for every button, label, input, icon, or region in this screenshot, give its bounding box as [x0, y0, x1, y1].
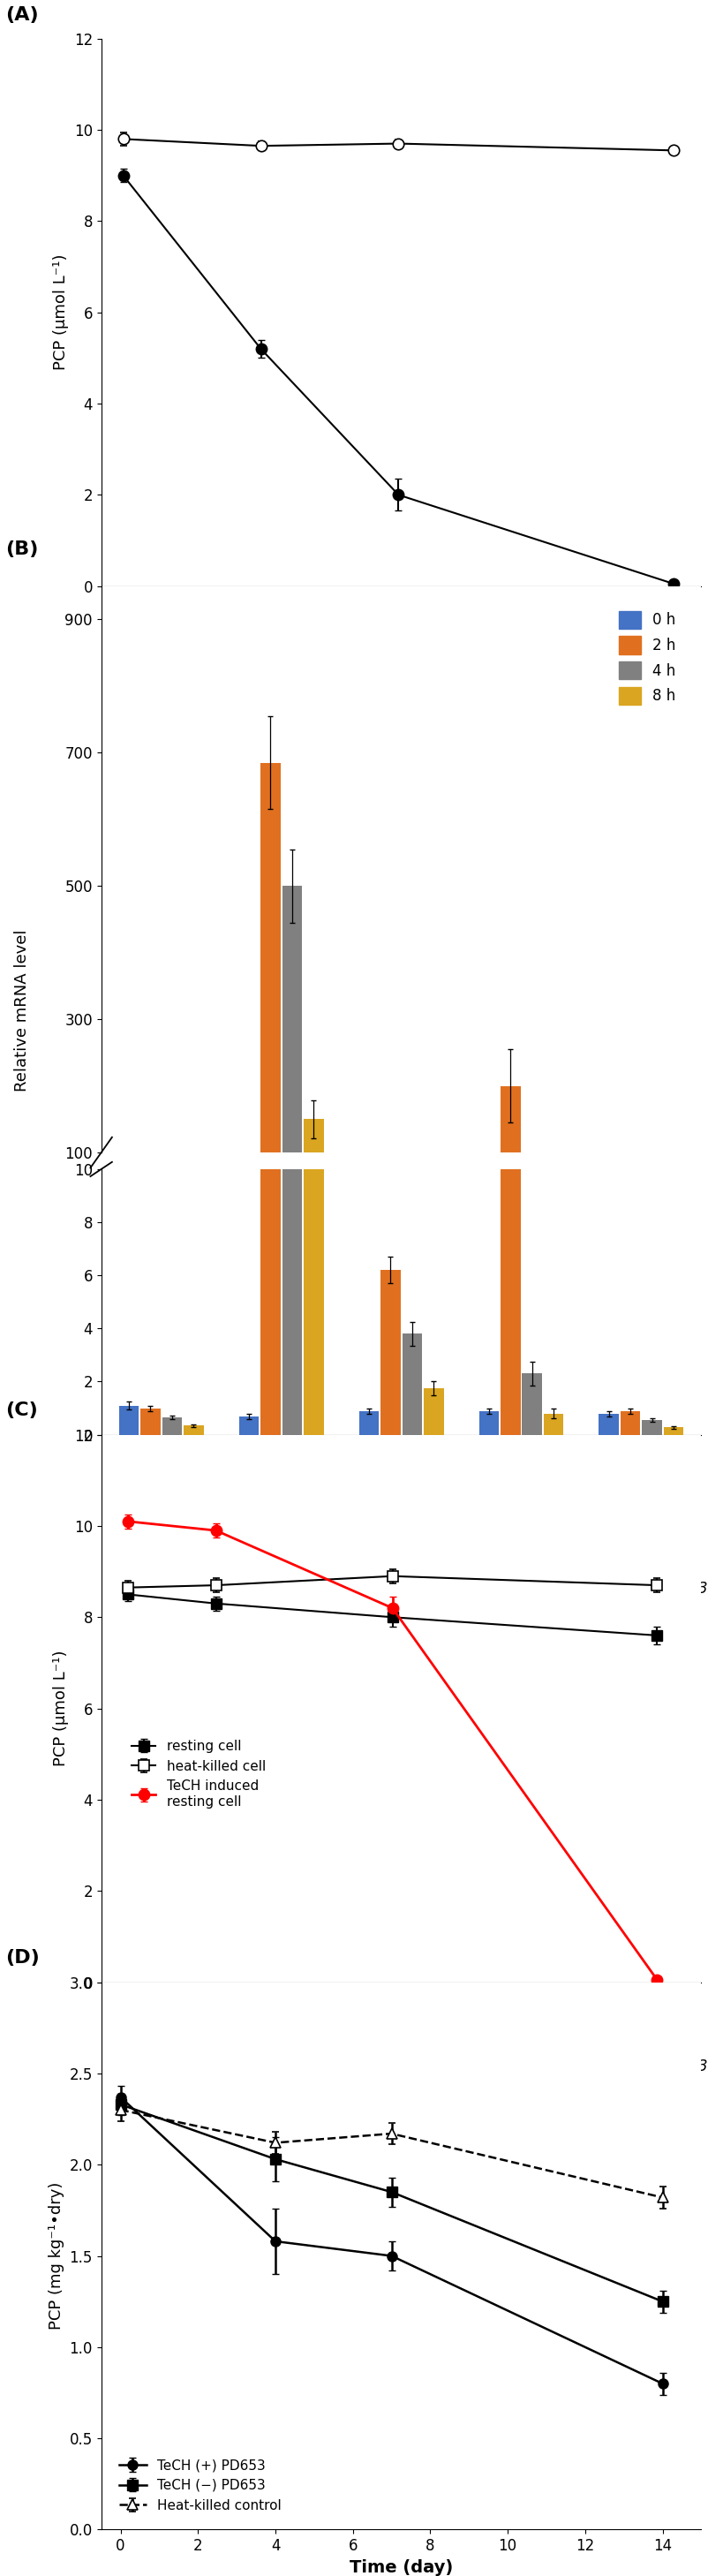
Bar: [380, 1216, 401, 1218]
Text: (B): (B): [5, 541, 38, 559]
Bar: [424, 1388, 444, 1435]
Bar: [162, 1417, 182, 1435]
Bar: [402, 1334, 422, 1435]
Text: $n$ = 3: $n$ = 3: [666, 1582, 707, 1597]
Bar: [239, 1417, 259, 1435]
Text: (C): (C): [5, 1401, 38, 1419]
Bar: [282, 886, 302, 1218]
Y-axis label: PCP (μmol L⁻¹): PCP (μmol L⁻¹): [53, 255, 69, 371]
Bar: [599, 1414, 619, 1435]
Bar: [479, 1412, 499, 1435]
Text: $n$ = 3: $n$ = 3: [666, 2058, 707, 2074]
X-axis label: Times (h): Times (h): [364, 2012, 439, 2027]
Bar: [304, 1118, 324, 1218]
Bar: [304, 0, 324, 1435]
Bar: [620, 1412, 641, 1435]
Bar: [359, 1412, 379, 1435]
Bar: [260, 762, 281, 1218]
Y-axis label: PCP (μmol L⁻¹): PCP (μmol L⁻¹): [53, 1651, 69, 1767]
Bar: [140, 1409, 161, 1435]
Bar: [544, 1414, 564, 1435]
Bar: [500, 0, 521, 1435]
Text: (D): (D): [5, 1950, 40, 1968]
Legend: TeCH (+) PD653, TeCH (−) PD653, Heat-killed control: TeCH (+) PD653, TeCH (−) PD653, Heat-kil…: [114, 2452, 287, 2517]
Text: Relative mRNA level: Relative mRNA level: [14, 930, 30, 1092]
Bar: [380, 1270, 401, 1435]
Bar: [522, 1373, 542, 1435]
Bar: [282, 0, 302, 1435]
X-axis label: Time (h): Time (h): [368, 616, 435, 631]
Bar: [642, 1419, 662, 1435]
Bar: [260, 0, 281, 1435]
Text: (A): (A): [5, 5, 38, 23]
Legend: 0 h, 2 h, 4 h, 8 h: 0 h, 2 h, 4 h, 8 h: [613, 605, 682, 711]
Legend: resting cell, heat-killed cell, TeCH induced
resting cell: resting cell, heat-killed cell, TeCH ind…: [126, 1734, 271, 1814]
X-axis label: Time (day): Time (day): [349, 2558, 453, 2576]
Bar: [500, 1087, 521, 1218]
Bar: [184, 1425, 204, 1435]
Bar: [119, 1406, 139, 1435]
Y-axis label: PCP (mg kg⁻¹•dry): PCP (mg kg⁻¹•dry): [48, 2182, 64, 2329]
Bar: [664, 1427, 684, 1435]
